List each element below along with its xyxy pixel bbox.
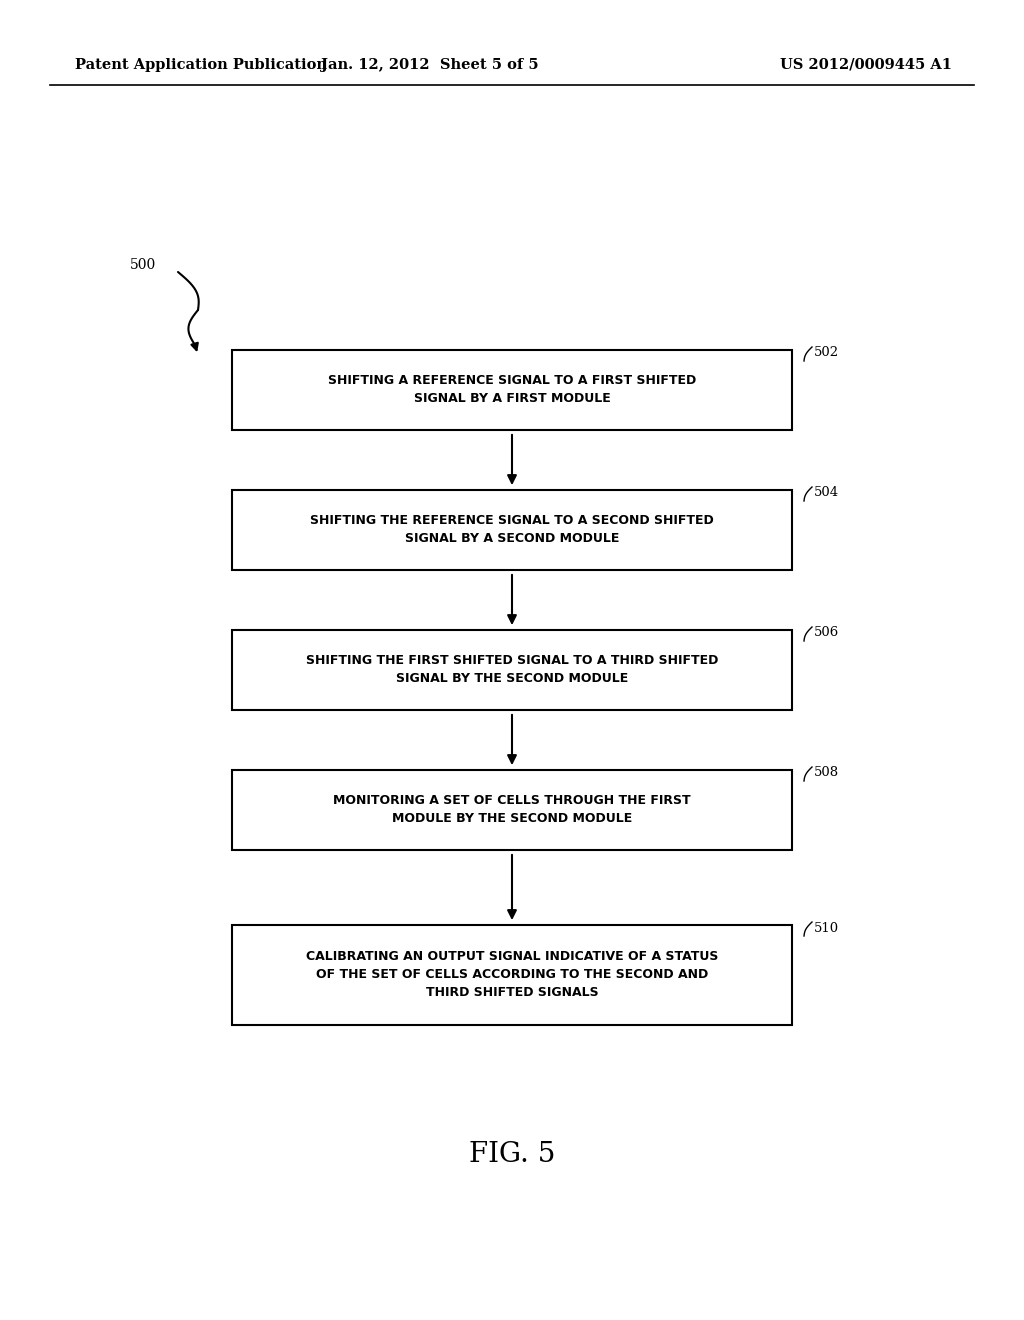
Text: 502: 502 bbox=[814, 346, 839, 359]
Text: MONITORING A SET OF CELLS THROUGH THE FIRST
MODULE BY THE SECOND MODULE: MONITORING A SET OF CELLS THROUGH THE FI… bbox=[333, 795, 691, 825]
Bar bbox=[232, 350, 792, 430]
Text: SHIFTING THE FIRST SHIFTED SIGNAL TO A THIRD SHIFTED
SIGNAL BY THE SECOND MODULE: SHIFTING THE FIRST SHIFTED SIGNAL TO A T… bbox=[306, 655, 718, 685]
Text: 506: 506 bbox=[814, 627, 840, 639]
Text: 504: 504 bbox=[814, 487, 839, 499]
Text: SHIFTING A REFERENCE SIGNAL TO A FIRST SHIFTED
SIGNAL BY A FIRST MODULE: SHIFTING A REFERENCE SIGNAL TO A FIRST S… bbox=[328, 375, 696, 405]
Bar bbox=[232, 770, 792, 850]
Text: SHIFTING THE REFERENCE SIGNAL TO A SECOND SHIFTED
SIGNAL BY A SECOND MODULE: SHIFTING THE REFERENCE SIGNAL TO A SECON… bbox=[310, 515, 714, 545]
Bar bbox=[232, 490, 792, 570]
Text: Jan. 12, 2012  Sheet 5 of 5: Jan. 12, 2012 Sheet 5 of 5 bbox=[322, 58, 539, 73]
Text: CALIBRATING AN OUTPUT SIGNAL INDICATIVE OF A STATUS
OF THE SET OF CELLS ACCORDIN: CALIBRATING AN OUTPUT SIGNAL INDICATIVE … bbox=[306, 950, 718, 999]
Bar bbox=[232, 630, 792, 710]
Text: FIG. 5: FIG. 5 bbox=[469, 1142, 555, 1168]
Text: 510: 510 bbox=[814, 921, 839, 935]
Bar bbox=[232, 925, 792, 1026]
Text: 500: 500 bbox=[130, 257, 157, 272]
Text: Patent Application Publication: Patent Application Publication bbox=[75, 58, 327, 73]
Text: US 2012/0009445 A1: US 2012/0009445 A1 bbox=[780, 58, 952, 73]
Text: 508: 508 bbox=[814, 767, 839, 780]
